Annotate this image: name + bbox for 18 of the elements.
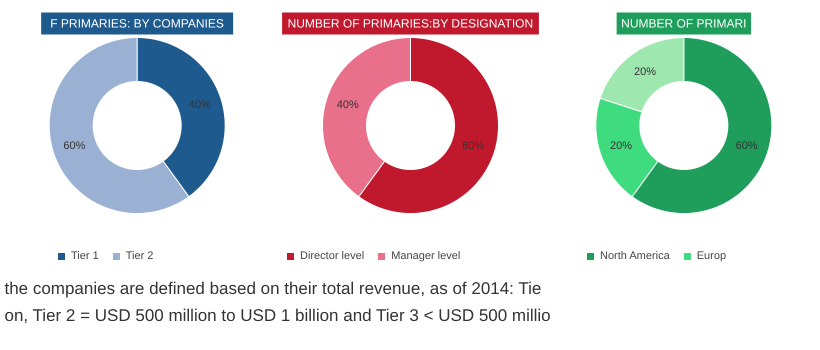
data-label: 60% (736, 140, 758, 152)
data-label: 60% (63, 140, 86, 152)
data-label: 20% (610, 140, 632, 152)
data-label: 20% (634, 66, 656, 78)
text: on, Tier 2 = USD 500 million to USD 1 billion and Tier 3 < USD 500 millio (4, 306, 551, 325)
chart-title: F PRIMARIES: BY COMPANIES (50, 16, 224, 30)
data-label: 40% (188, 99, 212, 112)
legend-label: Europ (696, 250, 726, 262)
chart-title: NUMBER OF PRIMARIES:BY DESIGNATION (288, 16, 534, 30)
legend-label: Manager level (391, 250, 460, 262)
legend-label: Tier 2 (126, 250, 154, 262)
legend-label: Tier 1 (71, 250, 99, 262)
text: the companies are defined based on their total revenue, as of 2014: Tie (4, 279, 542, 298)
data-label: 60% (462, 140, 484, 152)
chart-title: NUMBER OF PRIMARI (621, 16, 747, 30)
legend-label: Director level (300, 250, 364, 262)
data-label: 40% (336, 99, 359, 112)
legend-label: North America (600, 250, 670, 262)
